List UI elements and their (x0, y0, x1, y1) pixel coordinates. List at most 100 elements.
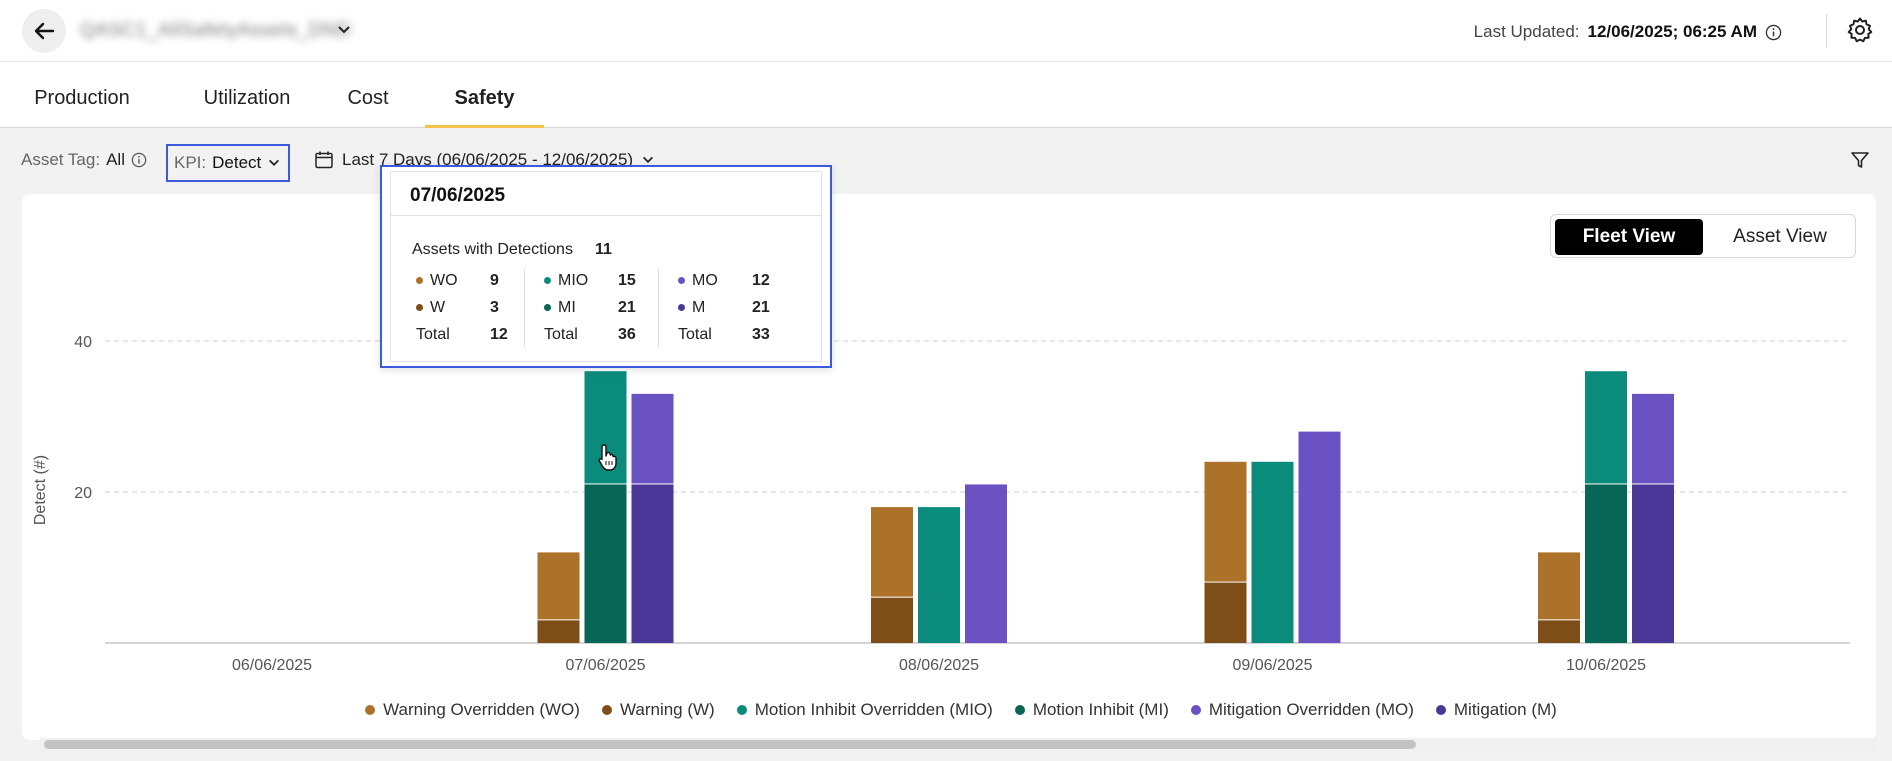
tooltip-column-divider (524, 269, 525, 347)
kpi-dropdown[interactable]: KPI: Detect (166, 144, 290, 182)
bar-mo-08/06/2025[interactable] (965, 484, 1007, 643)
chart-card (22, 194, 1876, 740)
tooltip-row-value: 33 (752, 325, 770, 343)
tooltip-frame (390, 171, 822, 362)
tooltip-row-value: 21 (752, 298, 770, 316)
legend-item-mi[interactable]: Motion Inhibit (MI) (1014, 700, 1169, 720)
tab-production[interactable]: Production (34, 87, 130, 109)
asset-tag-filter[interactable]: Asset Tag: All (21, 150, 147, 170)
tooltip-row-label: WO (416, 272, 490, 290)
bar-mio-08/06/2025[interactable] (918, 507, 960, 643)
chevron-down-icon (643, 156, 654, 163)
legend-label: Mitigation Overridden (MO) (1208, 700, 1414, 719)
bar-mo-09/06/2025[interactable] (1298, 431, 1341, 643)
legend-label: Mitigation (M) (1453, 700, 1557, 719)
back-button[interactable] (22, 9, 66, 53)
tab-cost[interactable]: Cost (347, 87, 389, 109)
bar-wo-10/06/2025[interactable] (1538, 552, 1580, 620)
legend-dot (365, 705, 376, 715)
horizontal-scrollbar-thumb[interactable] (44, 740, 1416, 749)
series-dot (678, 304, 685, 311)
filter-bar: Asset Tag: All KPI: Detect Last 7 Days (… (0, 128, 1892, 190)
y-tick-label: 40 (74, 334, 92, 351)
tooltip-row-value: 12 (490, 325, 508, 343)
bar-w-09/06/2025[interactable] (1204, 582, 1247, 643)
kpi-value: Detect (212, 153, 262, 172)
bar-w-07/06/2025[interactable] (537, 620, 580, 643)
tooltip-group: MO 12 M 21 Total 33 (678, 267, 798, 348)
tooltip-row: Total 36 (544, 321, 664, 348)
bar-m-07/06/2025[interactable] (631, 484, 674, 643)
x-tick-label: 06/06/2025 (232, 657, 312, 674)
x-tick-label: 07/06/2025 (565, 657, 645, 674)
legend-dot (1014, 705, 1025, 715)
legend-label: Warning Overridden (WO) (383, 700, 580, 719)
tooltip-divider (390, 215, 822, 216)
x-tick-label: 09/06/2025 (1232, 657, 1312, 674)
info-icon[interactable] (1765, 24, 1782, 41)
tooltip-row-label: Total (544, 325, 578, 343)
y-axis-label: Detect (#) (32, 455, 49, 525)
chevron-down-icon (269, 159, 280, 166)
series-dot (416, 304, 423, 311)
bar-wo-08/06/2025[interactable] (871, 507, 913, 597)
bar-w-08/06/2025[interactable] (871, 597, 913, 643)
bar-m-10/06/2025[interactable] (1632, 484, 1674, 643)
gear-icon[interactable] (1846, 16, 1874, 44)
bar-wo-09/06/2025[interactable] (1204, 461, 1247, 582)
legend-dot (1190, 705, 1201, 715)
bar-mi-07/06/2025[interactable] (584, 484, 627, 643)
date-range-value: Last 7 Days (06/06/2025 - 12/06/2025) (342, 150, 634, 169)
tooltip-row: Total 12 (416, 321, 536, 348)
tooltip-row-value: 9 (490, 271, 499, 289)
bar-mi-10/06/2025[interactable] (1585, 484, 1627, 643)
info-icon[interactable] (131, 152, 147, 168)
last-updated-label: Last Updated: (1473, 22, 1580, 41)
bar-mo-07/06/2025[interactable] (631, 393, 674, 484)
legend-item-wo[interactable]: Warning Overridden (WO) (365, 700, 580, 720)
legend-dot (1435, 705, 1446, 715)
tooltip-row: M 21 (678, 294, 798, 321)
asset-view-button[interactable]: Asset View (1733, 226, 1827, 247)
top-bar: QASC1_AllSafetyAssets_DND Last Updated: … (0, 0, 1892, 62)
tooltip-row-label: MI (544, 299, 618, 317)
tooltip-row-label: Total (416, 325, 450, 343)
bar-w-10/06/2025[interactable] (1538, 620, 1580, 643)
tooltip-row: Total 33 (678, 321, 798, 348)
tooltip-row-value: 36 (618, 325, 636, 343)
calendar-icon (315, 151, 333, 169)
bar-wo-07/06/2025[interactable] (537, 552, 580, 620)
tab-safety[interactable]: Safety (425, 62, 544, 128)
tab-utilization[interactable]: Utilization (203, 87, 291, 109)
last-updated: Last Updated: 12/06/2025; 06:25 AM (1474, 22, 1782, 42)
site-name[interactable]: QASC1_AllSafetyAssets_DND (80, 20, 352, 41)
legend-label: Warning (W) (619, 700, 715, 719)
legend-item-w[interactable]: Warning (W) (601, 700, 715, 720)
tooltip-row-value: 21 (618, 298, 636, 316)
legend-item-mo[interactable]: Mitigation Overridden (MO) (1190, 700, 1414, 720)
tooltip-row-label: Total (678, 325, 712, 343)
filter-icon[interactable] (1850, 150, 1870, 170)
tooltip-row-label: MO (678, 272, 752, 290)
legend-item-mio[interactable]: Motion Inhibit Overridden (MIO) (736, 700, 993, 720)
legend-dot (601, 705, 612, 715)
chart-tooltip: 07/06/2025 Assets with Detections 11 WO 9… (380, 165, 832, 368)
tooltip-assets-label: Assets with Detections (412, 241, 573, 258)
legend-item-m[interactable]: Mitigation (M) (1435, 700, 1557, 720)
x-tick-label: 10/06/2025 (1566, 657, 1646, 674)
chevron-down-icon[interactable] (336, 22, 352, 38)
bar-mio-09/06/2025[interactable] (1251, 461, 1294, 643)
bar-mio-10/06/2025[interactable] (1585, 371, 1627, 484)
tooltip-row-label: MIO (544, 272, 618, 290)
series-dot (544, 304, 551, 311)
tooltip-row: MI 21 (544, 294, 664, 321)
kpi-label: KPI: (174, 153, 207, 172)
fleet-view-button[interactable]: Fleet View (1555, 219, 1703, 255)
date-range-dropdown[interactable]: Last 7 Days (06/06/2025 - 12/06/2025) (314, 150, 655, 170)
asset-tag-value: All (106, 150, 125, 169)
bar-mo-10/06/2025[interactable] (1632, 393, 1674, 484)
tooltip-row-label: W (416, 299, 490, 317)
y-tick-label: 20 (74, 485, 92, 502)
